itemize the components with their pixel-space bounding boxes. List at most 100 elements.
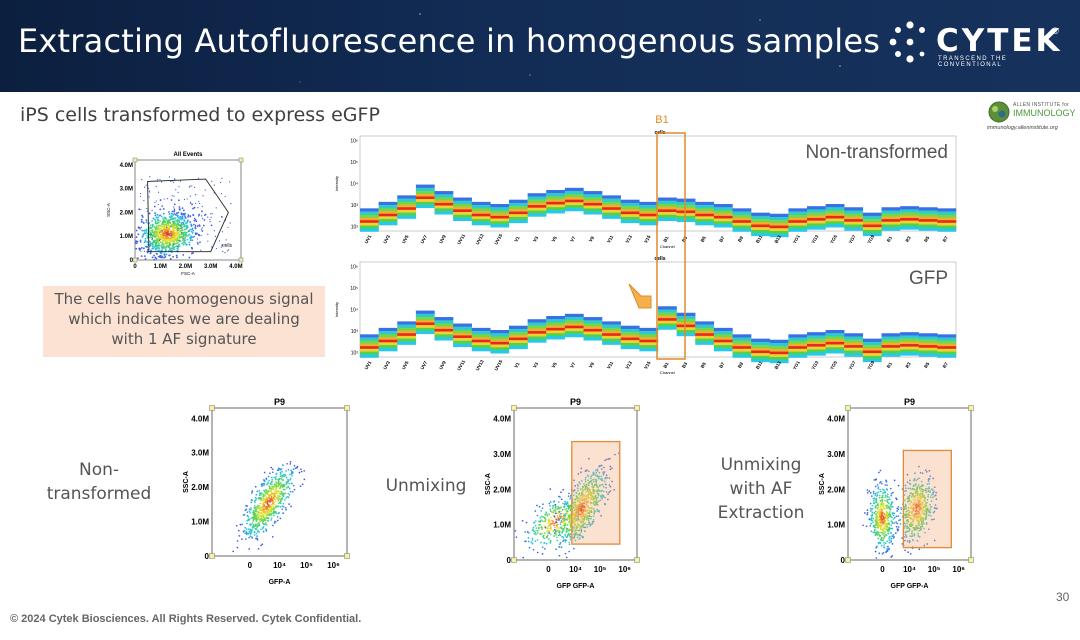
all-events-dot (173, 222, 176, 224)
all-events-dot (161, 205, 163, 207)
spectrum-cell (397, 212, 417, 217)
p9-dot (604, 483, 607, 486)
p9-dot (592, 478, 594, 481)
p9-dot (923, 513, 926, 516)
p9-dot (554, 526, 556, 529)
p9-dot (886, 498, 889, 501)
p9-dot (887, 548, 890, 551)
p9-dot (290, 505, 292, 508)
all-events-dot (154, 212, 156, 215)
p9-dot (263, 501, 266, 503)
p9-dot (275, 485, 277, 487)
p9-dot (253, 501, 256, 503)
all-events-dot (227, 226, 229, 229)
p9-dot (603, 496, 606, 499)
p9-dot (888, 523, 891, 526)
spectrum-cell (732, 220, 752, 224)
p9-dot (575, 512, 578, 515)
p9-dot (866, 509, 869, 511)
spectrum-cell (844, 224, 864, 228)
spectrum-cell (769, 342, 789, 347)
spectrum-cell (937, 228, 957, 232)
all-events-dot (143, 232, 146, 234)
p9-dot (279, 486, 282, 489)
p9-dot (249, 524, 252, 526)
spectrum-cell (527, 325, 547, 330)
p9-dot (572, 520, 575, 522)
all-events-dot (174, 227, 177, 229)
spectrum-cell (900, 352, 919, 356)
p9-dot (872, 492, 875, 495)
p9-dot (254, 500, 256, 502)
spectrum-cell (937, 214, 957, 219)
p9-dot (270, 476, 273, 479)
p9-dot (601, 479, 604, 482)
p9-dot (879, 514, 881, 517)
p9-dot (265, 490, 268, 493)
spectrum-cell (658, 214, 677, 219)
allen-url: immunology.alleninstitute.org (987, 125, 1058, 131)
all-events-dot (207, 233, 209, 235)
spectrum-cell (378, 327, 398, 332)
spectrum-cell (751, 212, 770, 217)
p9-dot (890, 527, 893, 530)
spectrum-cell (825, 344, 845, 348)
spectrum-cell (471, 205, 491, 209)
spectrum-x-tick: UV9 (438, 234, 447, 245)
spectrum-cell (602, 333, 621, 337)
p9-dot (880, 496, 883, 499)
all-events-dot (193, 219, 196, 222)
p9-dot (919, 471, 922, 474)
all-events-dot (174, 220, 176, 222)
p9-dot (562, 512, 565, 515)
all-events-dot (198, 200, 200, 202)
p9-dot (282, 502, 285, 505)
p9-dot (280, 482, 282, 484)
p9-dot (892, 491, 894, 494)
p9-dot (590, 517, 592, 520)
all-events-dot (144, 237, 147, 240)
all-events-dot (148, 231, 151, 233)
p9-dot (263, 503, 265, 506)
all-events-dot (172, 228, 175, 231)
p9-dot (909, 525, 911, 527)
p9-dot (904, 531, 907, 534)
all-events-dot (173, 206, 175, 208)
p9-dot (889, 487, 892, 490)
callout-line-2: which indicates we are dealing (68, 310, 300, 328)
p9-dot (265, 523, 268, 526)
spectrum-x-tick: YG3 (811, 234, 820, 245)
p9-y-tick: 1.0M (191, 518, 209, 527)
all-events-dot (142, 247, 145, 250)
spectrum-cell (360, 208, 379, 212)
p9-dot (909, 487, 912, 490)
p9-dot (594, 478, 596, 481)
spectrum-cell (490, 218, 510, 222)
p9-dot (569, 519, 571, 522)
spectrum-cell (602, 324, 621, 329)
p9-dot (566, 524, 569, 526)
spectrum-cell (695, 341, 715, 345)
p9-dot (592, 501, 595, 503)
spectrum-cell (844, 342, 864, 346)
p9-dot (265, 496, 268, 499)
allen-globe-icon (988, 101, 1010, 123)
spectrum-cell (434, 202, 454, 207)
p9-dot (580, 497, 583, 500)
p9-dot (923, 527, 925, 530)
all-events-dot (186, 243, 188, 246)
spectrum-cell (453, 326, 472, 331)
spectrum-cell (769, 359, 789, 364)
all-events-dot (168, 234, 171, 236)
p9-dot (880, 521, 883, 523)
spectrum-cell (583, 326, 603, 330)
spectrum-x-tick: YG5 (829, 360, 838, 371)
spectrum-cell (676, 215, 696, 220)
spectrum-cell (807, 215, 826, 219)
spectrum-cell (527, 339, 547, 343)
spectrum-cell (937, 217, 957, 222)
callout-line-1: The cells have homogenous signal (54, 290, 314, 308)
p9-dot (927, 489, 930, 492)
spectrum-cell (788, 208, 808, 212)
all-events-dot (177, 211, 180, 214)
